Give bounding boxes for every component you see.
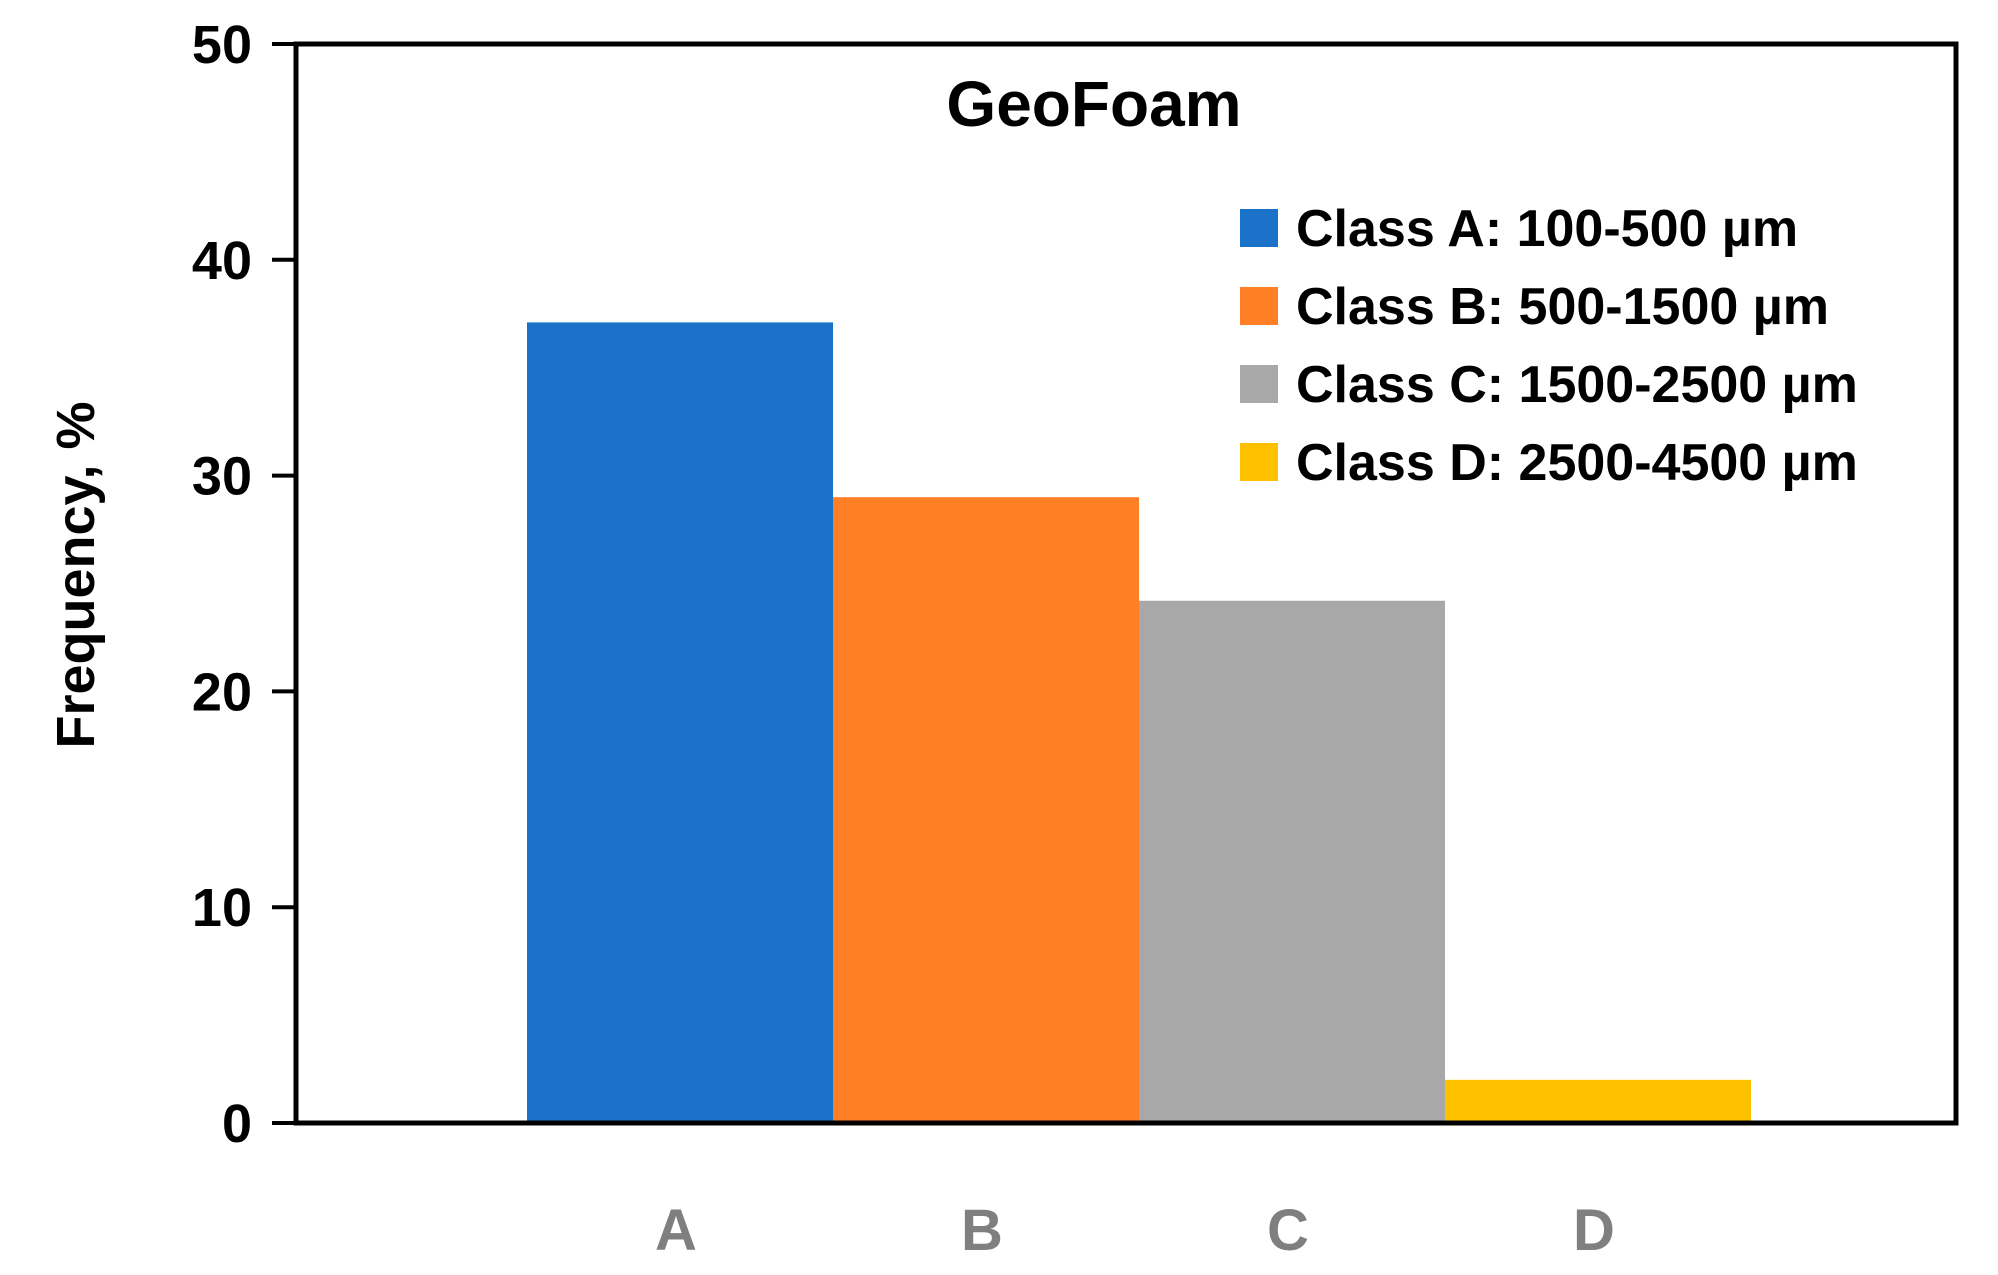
x-axis-labels: A B C D xyxy=(655,1198,1615,1263)
legend: Class A: 100-500 µm Class B: 500-1500 µm C… xyxy=(1240,200,1858,492)
y-tick-label: 20 xyxy=(192,662,252,722)
y-axis-title: Frequency, % xyxy=(46,401,106,748)
chart-title: GeoFoam xyxy=(946,68,1241,140)
x-category-label: C xyxy=(1267,1198,1309,1263)
legend-label: Class B: 500-1500 µm xyxy=(1296,278,1829,336)
legend-label: Class C: 1500-2500 µm xyxy=(1296,356,1858,414)
bars-layer xyxy=(527,322,1751,1124)
bar-a xyxy=(527,322,833,1124)
y-tick-label: 30 xyxy=(192,447,252,507)
legend-label: Class A: 100-500 µm xyxy=(1296,200,1798,258)
legend-swatch xyxy=(1240,365,1278,403)
legend-swatch xyxy=(1240,443,1278,481)
legend-swatch xyxy=(1240,209,1278,247)
x-category-label: A xyxy=(655,1198,697,1263)
y-tick-label: 0 xyxy=(222,1094,252,1154)
plot-area-frame xyxy=(293,41,1959,1126)
x-category-label: B xyxy=(961,1198,1003,1263)
y-axis-ticks: 0 10 20 30 40 50 xyxy=(192,15,296,1154)
x-category-label: D xyxy=(1573,1198,1615,1263)
legend-swatch xyxy=(1240,287,1278,325)
y-tick-label: 50 xyxy=(192,15,252,75)
bar-b xyxy=(833,497,1139,1123)
bar-d xyxy=(1445,1079,1751,1123)
y-tick-label: 40 xyxy=(192,231,252,291)
legend-label: Class D: 2500-4500 µm xyxy=(1296,434,1858,492)
y-tick-label: 10 xyxy=(192,878,252,938)
bar-c xyxy=(1139,600,1445,1123)
